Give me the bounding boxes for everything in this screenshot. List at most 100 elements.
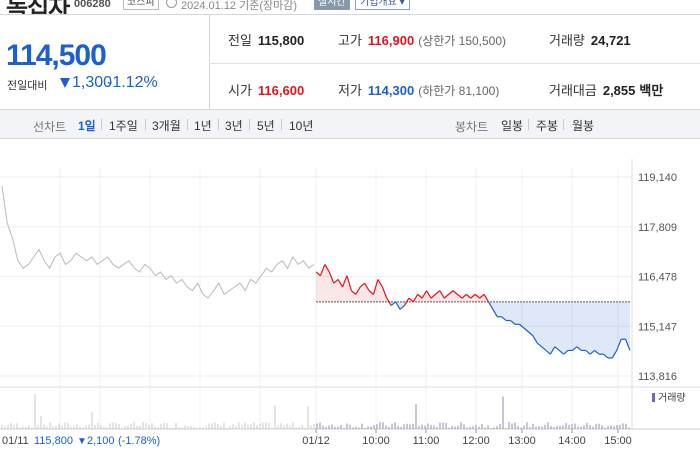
above-baseline-fill — [316, 264, 630, 302]
down-arrow-icon — [60, 78, 70, 88]
prev-day-footer: 01/11 115,800 ▼ 2,100 (-1.78%) — [2, 435, 160, 447]
tab-3year[interactable]: 3년 — [225, 119, 243, 133]
today-line-segment — [532, 335, 538, 344]
volume-label: 거래량 — [549, 33, 585, 48]
today-line-segment — [519, 323, 525, 329]
y-tick-label: 116,478 — [638, 272, 677, 284]
today-line-segment — [536, 342, 542, 348]
tab-divider — [145, 119, 146, 130]
tab-monthly-candle[interactable]: 월봉 — [572, 119, 595, 133]
today-line-segment — [572, 346, 578, 351]
tab-divider — [187, 119, 188, 130]
y-tick-label: 119,140 — [638, 172, 677, 184]
summary-row-divider — [209, 63, 700, 64]
company-info-dropdown[interactable]: 기업개요 ▾ — [355, 0, 410, 10]
today-line-segment — [328, 271, 335, 284]
realtime-button[interactable]: 실시간 — [314, 0, 350, 10]
today-line-segment — [625, 339, 631, 351]
volume-legend-swatch — [652, 393, 655, 402]
y-axis-ticks: 119,140 117,809 116,478 115,147 113,816 — [638, 172, 677, 383]
volume-bars — [1, 393, 630, 429]
tab-3month[interactable]: 3개월 — [152, 119, 181, 133]
today-line-segment — [523, 327, 529, 333]
open-label: 시가 — [228, 83, 252, 98]
change-label: 전일대비 — [7, 80, 48, 92]
volume-cell: 거래량 24,721 — [549, 30, 631, 49]
today-line-segment — [448, 290, 454, 295]
tab-5year[interactable]: 5년 — [257, 119, 275, 133]
today-line-segment — [315, 271, 321, 277]
today-line-segment — [541, 346, 547, 351]
x-tick-label: 14:00 — [558, 435, 586, 447]
today-line-segment — [439, 290, 445, 299]
tab-divider — [218, 119, 219, 130]
company-info-label: 기업개요 — [360, 0, 397, 8]
today-line-segment — [390, 301, 396, 307]
today-line-segment — [479, 293, 485, 299]
high-value: 116,900 — [367, 33, 415, 48]
open-value: 116,600 — [257, 83, 305, 98]
today-line-segment — [465, 293, 472, 299]
intraday-chart[interactable]: 119,140 117,809 116,478 115,147 113,816 거래량 … — [0, 139, 700, 450]
amount-unit: 백만 — [639, 83, 664, 98]
tab-1day[interactable]: 1일 — [78, 119, 96, 133]
today-line-segment — [399, 305, 405, 310]
today-line-segment — [558, 349, 565, 355]
today-line-segment — [483, 294, 489, 303]
today-line-segment — [461, 293, 467, 299]
today-line-segment — [319, 264, 326, 276]
volume-legend-label: 거래량 — [658, 392, 686, 404]
today-line-segment — [616, 339, 622, 351]
today-line-segment — [594, 349, 600, 355]
today-line-segment — [359, 282, 366, 288]
upper-limit: (상한가 150,500) — [418, 34, 507, 48]
footer-date: 01/11 — [2, 435, 29, 447]
today-line-segment — [372, 279, 379, 295]
today-line-segment — [417, 293, 423, 299]
today-line-segment — [430, 293, 436, 299]
tab-1year[interactable]: 1년 — [194, 119, 212, 133]
today-line-segment — [611, 350, 618, 359]
tab-divider — [528, 119, 529, 130]
today-line-segment — [412, 294, 419, 303]
amount-value: 2,855 — [602, 83, 636, 98]
x-tick-label: 11:00 — [413, 435, 440, 447]
today-line-segment — [364, 282, 370, 291]
tab-divider — [249, 119, 250, 130]
x-tick-label: 10:00 — [362, 435, 390, 447]
change-percent: -1.12% — [107, 74, 158, 91]
low-cell: 저가 114,300 (하한가 81,100) — [338, 80, 499, 99]
footer-close: 115,800 — [34, 435, 73, 447]
tab-daily-candle[interactable]: 일봉 — [501, 119, 524, 133]
chevron-down-icon: ▾ — [396, 0, 405, 8]
today-line-segment — [403, 297, 410, 306]
tab-1week[interactable]: 1주일 — [109, 119, 138, 133]
today-line-segment — [355, 286, 361, 295]
today-line-segment — [408, 297, 414, 303]
chart-grid — [0, 159, 700, 430]
x-tick-label: 13:00 — [508, 435, 536, 447]
tab-10year[interactable]: 10년 — [289, 119, 314, 133]
open-cell: 시가 116,600 — [228, 80, 304, 99]
high-cell: 고가 116,900 (상한가 150,500) — [338, 30, 506, 49]
current-price: 114,500 — [6, 39, 107, 72]
tab-weekly-candle[interactable]: 주봉 — [536, 119, 559, 133]
today-line-segment — [337, 279, 344, 288]
today-line-segment — [346, 275, 352, 291]
lower-limit: (하한가 81,100) — [418, 84, 500, 98]
today-line-segment — [426, 290, 432, 299]
today-line-segment — [549, 346, 556, 355]
today-line-segment — [333, 278, 339, 284]
today-line-segment — [452, 290, 458, 295]
x-tick-label: 12:00 — [462, 435, 490, 447]
today-line-segment — [492, 309, 498, 318]
y-tick-label: 117,809 — [638, 222, 677, 234]
today-line-segment — [474, 293, 481, 299]
today-line-segment — [368, 290, 374, 295]
reference-date: 2024.01.12 기준(장마감) — [181, 0, 298, 12]
stock-title-bar: 녹십자 006280 코스피 2024.01.12 기준(장마감) 실시간 기업… — [0, 0, 700, 14]
today-line-segment — [350, 290, 357, 295]
candle-chart-label: 봉차트 — [455, 120, 489, 134]
today-line-segment — [395, 301, 401, 310]
